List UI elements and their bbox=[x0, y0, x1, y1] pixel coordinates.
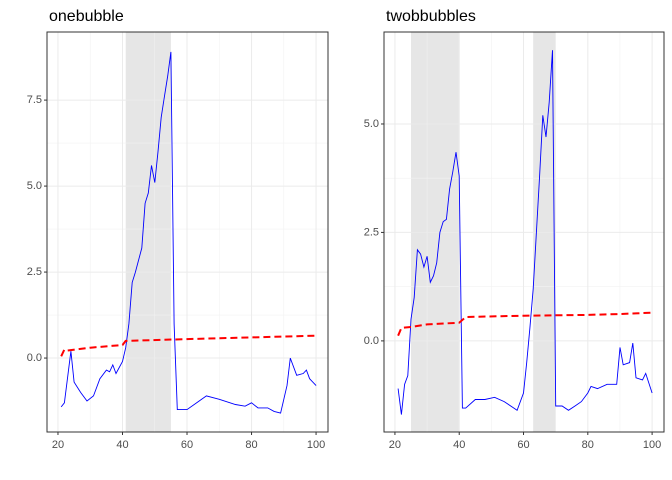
panel-border bbox=[46, 31, 329, 433]
y-tick-label: 2.5 bbox=[27, 266, 42, 278]
x-tick-label: 20 bbox=[389, 439, 401, 451]
x-tick-label: 40 bbox=[116, 439, 128, 451]
x-tick-label: 40 bbox=[453, 439, 465, 451]
data-line bbox=[60, 51, 317, 414]
x-tick-label: 20 bbox=[52, 439, 64, 451]
y-tick-label: 2.5 bbox=[364, 226, 379, 238]
data-line bbox=[397, 50, 653, 415]
y-tick-label: 0.0 bbox=[27, 352, 42, 364]
x-tick-label: 100 bbox=[307, 439, 325, 451]
x-tick-label: 60 bbox=[517, 439, 529, 451]
panel-border bbox=[383, 31, 665, 433]
y-tick-label: 7.5 bbox=[27, 94, 42, 106]
shaded-region bbox=[125, 32, 171, 432]
y-tick-label: 0.0 bbox=[364, 335, 379, 347]
chart-title: twobbubbles bbox=[386, 8, 476, 25]
x-tick-label: 100 bbox=[643, 439, 661, 451]
data-line bbox=[60, 334, 317, 357]
x-tick-label: 80 bbox=[582, 439, 594, 451]
data-line bbox=[397, 311, 653, 337]
x-tick-label: 80 bbox=[245, 439, 257, 451]
y-tick-label: 5.0 bbox=[27, 180, 42, 192]
x-tick-label: 60 bbox=[181, 439, 193, 451]
y-tick-label: 5.0 bbox=[364, 118, 379, 130]
chart-title: onebubble bbox=[49, 8, 124, 25]
